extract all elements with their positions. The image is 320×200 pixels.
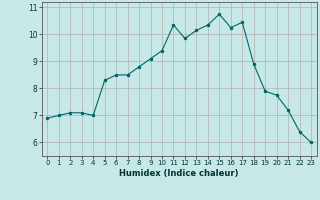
X-axis label: Humidex (Indice chaleur): Humidex (Indice chaleur) bbox=[119, 169, 239, 178]
